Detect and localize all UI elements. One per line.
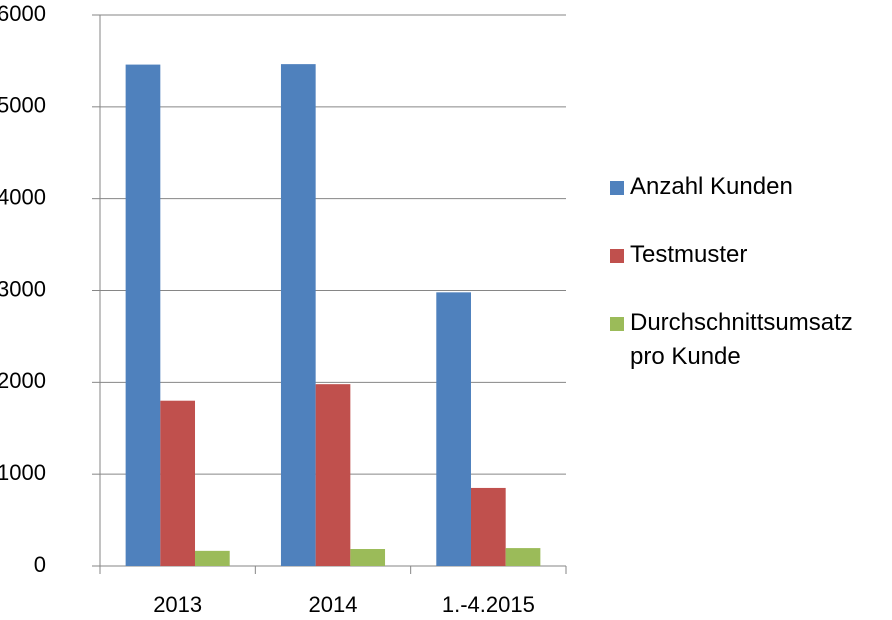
y-tick-label: 4000 — [0, 184, 46, 209]
x-tick-label: 2013 — [153, 592, 202, 617]
y-tick-label: 6000 — [0, 1, 46, 26]
legend-item: Anzahl Kunden — [610, 170, 880, 204]
bar — [195, 550, 230, 566]
bar — [470, 487, 506, 566]
legend-swatch — [610, 317, 624, 331]
legend: Anzahl Kunden Testmuster Durchschnittsumsa… — [610, 170, 880, 408]
legend-item: Testmuster — [610, 238, 880, 272]
legend-label: Testmuster — [630, 241, 748, 268]
legend-label: Durchschnittsumsatz pro Kunde — [630, 309, 853, 370]
bar — [315, 384, 351, 566]
y-tick-label: 0 — [34, 552, 46, 577]
legend-swatch — [610, 249, 624, 263]
y-tick-label: 2000 — [0, 368, 46, 393]
legend-swatch — [610, 181, 624, 195]
bar — [436, 292, 471, 566]
bar — [350, 549, 386, 566]
bar — [505, 548, 541, 566]
x-tick-label: 1.-4.2015 — [442, 592, 535, 617]
bar — [280, 64, 316, 567]
y-tick-label: 3000 — [0, 276, 46, 301]
legend-item: Durchschnittsumsatz pro Kunde — [610, 306, 880, 374]
bar — [125, 64, 161, 566]
y-tick-label: 1000 — [0, 460, 46, 485]
y-tick-label: 5000 — [0, 93, 46, 118]
x-tick-label: 2014 — [309, 592, 358, 617]
bar — [160, 400, 196, 566]
legend-label: Anzahl Kunden — [630, 173, 793, 200]
